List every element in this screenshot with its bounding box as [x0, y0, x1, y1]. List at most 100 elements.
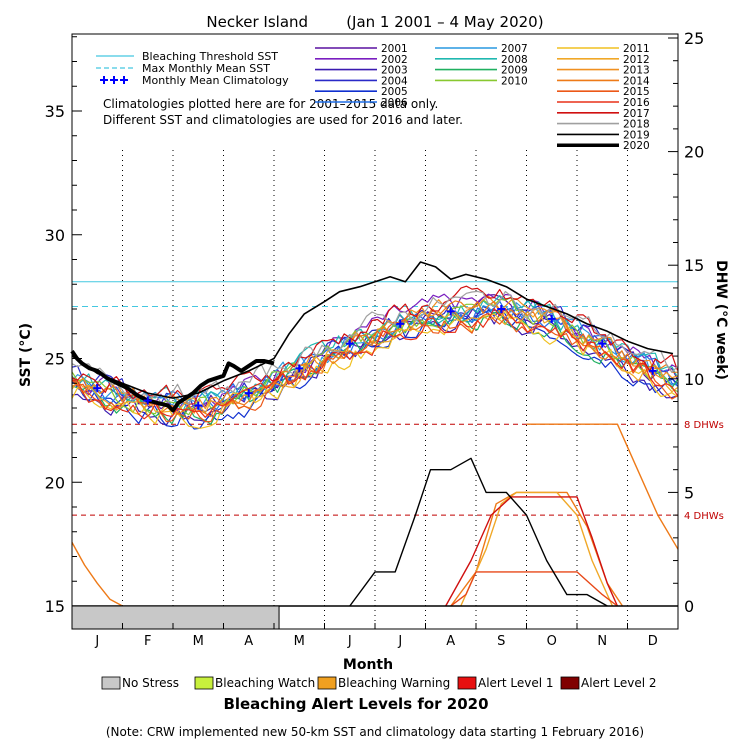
- alert-legend-swatch: [457, 676, 477, 690]
- year-legend-label: 2008: [501, 54, 528, 66]
- year-legend-label: 2004: [381, 75, 408, 87]
- climatology-marker: [295, 364, 304, 373]
- month-label: A: [244, 634, 253, 649]
- climatology-marker: [143, 396, 152, 405]
- alert-level-legend: No Stress Bleaching Watch Bleaching Warnin…: [101, 676, 657, 690]
- month-label: J: [94, 634, 99, 649]
- y-axis-left-label: SST (°C): [18, 323, 34, 387]
- year-legend-label: 2018: [623, 119, 650, 131]
- legend-label: Max Monthly Mean SST: [142, 62, 270, 75]
- sst-line-2020: [70, 349, 275, 413]
- year-legend-label: 2020: [623, 140, 650, 152]
- dhw-line-2019: [349, 457, 608, 607]
- legend-note: Climatologies plotted here are for 2001–…: [103, 97, 438, 111]
- year-sst-line-2014: [71, 300, 678, 418]
- year-legend-label: 2015: [623, 86, 650, 98]
- climatology-marker: [93, 384, 102, 393]
- alert-legend-swatch: [317, 676, 337, 690]
- x-axis-label: Month: [343, 657, 393, 673]
- axes: 15 20 25 30 35 0 5 10 15 20 25 J F M A M J J A S O N D: [45, 29, 705, 649]
- year-legend-label: 2003: [381, 65, 408, 77]
- climatology-marker: [345, 339, 354, 348]
- month-label: A: [446, 634, 455, 649]
- month-label: O: [547, 634, 557, 649]
- year-legend-label: 2010: [501, 75, 528, 87]
- alert-legend-swatch: [101, 676, 121, 690]
- alert-legend-label: Bleaching Warning: [338, 676, 450, 690]
- alert-legend-label: No Stress: [122, 676, 179, 690]
- alert-legend-label: Alert Level 2: [581, 676, 657, 690]
- dhw-line-late: [526, 423, 679, 550]
- alert-title: Bleaching Alert Levels for 2020: [223, 695, 488, 713]
- legend-label: Monthly Mean Climatology: [142, 74, 289, 87]
- climatology-marker: [648, 366, 657, 375]
- left-tick-label: 15: [45, 597, 65, 616]
- month-label: M: [193, 634, 204, 649]
- dhw-line-early: [71, 542, 123, 607]
- climatology-marker: [598, 339, 607, 348]
- year-legend-label: 2006: [381, 97, 408, 109]
- year-legend-label: 2007: [501, 43, 528, 55]
- month-label: M: [294, 634, 305, 649]
- year-sst-line-2010: [71, 296, 678, 416]
- alert-segment: [71, 605, 280, 630]
- year-sst-line-2018: [71, 290, 678, 408]
- climatology-marker: [244, 389, 253, 398]
- right-tick-label: 0: [684, 597, 694, 616]
- climatology-marker: [446, 307, 455, 316]
- y-axis-right-label: DHW (°C week): [713, 260, 729, 380]
- left-tick-label: 25: [45, 350, 65, 369]
- month-label: D: [648, 634, 658, 649]
- footnote: (Note: CRW implemented new 50-km SST and…: [106, 725, 644, 739]
- year-legend-label: 2012: [623, 54, 650, 66]
- year-legend-label: 2014: [623, 75, 650, 87]
- month-label: S: [497, 634, 505, 649]
- year-legend-label: 2001: [381, 43, 408, 55]
- right-tick-label: 10: [684, 370, 704, 389]
- left-tick-label: 30: [45, 226, 65, 245]
- year-sst-line-2005: [71, 309, 679, 430]
- right-tick-label: 20: [684, 143, 704, 162]
- dhw-line-2016: [450, 571, 618, 607]
- dhw-threshold-label: 8 DHWs: [684, 420, 724, 431]
- year-legend-label: 2011: [623, 43, 650, 55]
- month-label: N: [597, 634, 607, 649]
- right-tick-label: 15: [684, 256, 704, 275]
- right-tick-label: 25: [684, 29, 704, 48]
- month-label: J: [397, 634, 402, 649]
- climatology-marker: [547, 314, 556, 323]
- year-sst-line-2015: [71, 312, 678, 423]
- climatology-marker: [396, 319, 405, 328]
- dhw-line-2012: [460, 491, 614, 607]
- month-label: F: [144, 634, 151, 649]
- year-legend-label: 2009: [501, 65, 528, 77]
- highlight-series: [70, 261, 679, 607]
- alert-legend-label: Alert Level 1: [478, 676, 554, 690]
- alert-legend-swatch: [194, 676, 214, 690]
- alert-legend-label: Bleaching Watch: [215, 676, 315, 690]
- year-legend-label: 2017: [623, 108, 650, 120]
- sst-line-2019: [71, 261, 674, 399]
- legend-note: Different SST and climatologies are used…: [103, 113, 463, 127]
- year-sst-line-2016: [71, 307, 679, 420]
- year-legend-label: 2002: [381, 54, 408, 66]
- year-legend-label: 2016: [623, 97, 650, 109]
- left-tick-label: 20: [45, 473, 65, 492]
- chart-title: Necker Island (Jan 1 2001 – 4 May 2020): [206, 13, 543, 31]
- year-legend-label: 2019: [623, 129, 650, 141]
- year-legend-label: 2005: [381, 86, 408, 98]
- year-legend-label: 2013: [623, 65, 650, 77]
- dhw-threshold-label: 4 DHWs: [684, 511, 724, 522]
- year-sst-line-2009: [71, 311, 678, 425]
- alert-legend-swatch: [560, 676, 580, 690]
- month-label: J: [347, 634, 352, 649]
- alert-bar: [71, 605, 280, 630]
- right-tick-label: 5: [684, 483, 694, 502]
- legend-label: Bleaching Threshold SST: [142, 50, 278, 63]
- climatology-marker: [497, 305, 506, 313]
- dhw-line-2017: [445, 496, 619, 607]
- climatology-marker: [194, 401, 203, 410]
- left-tick-label: 35: [45, 102, 65, 121]
